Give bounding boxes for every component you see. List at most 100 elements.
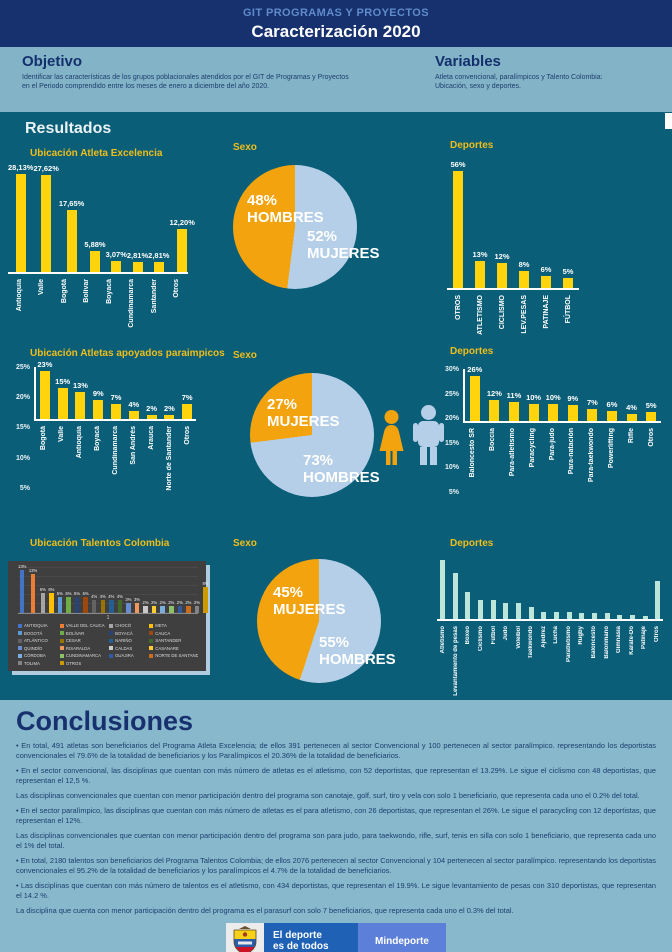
bar <box>626 414 637 421</box>
bar-column-2: 11% <box>504 369 524 421</box>
category-label: Boyacá <box>93 426 101 451</box>
legend-label: SANTANDER <box>155 638 182 643</box>
bar <box>30 573 36 613</box>
conclusion-paragraph-8: La disciplina que cuenta con menor parti… <box>16 905 514 915</box>
bar-value-label: 6% <box>39 587 46 593</box>
bar-value-label: 7% <box>110 393 122 403</box>
bar-column-1: 13% <box>469 163 491 288</box>
legend-swatch <box>59 631 64 635</box>
legend-label: CÓRDOBA <box>24 653 46 658</box>
category-cell: Karate-Do <box>625 626 638 706</box>
bar-value-label: 2% <box>159 600 166 606</box>
bar-column-18: 2% <box>177 567 183 613</box>
category-cell: Boyacá <box>98 279 121 351</box>
category-cell: Powerlifting <box>602 428 622 516</box>
bar <box>109 599 114 613</box>
category-label: Judo <box>503 626 510 641</box>
objetivo-block: Objetivo Identificar las características… <box>22 53 435 112</box>
bar-column-3: 8% <box>513 163 535 288</box>
legend-item: VALLE DEL CAUCA <box>59 623 105 628</box>
legend-swatch <box>59 646 64 650</box>
bar-column-11: 4% <box>117 567 123 613</box>
chart-body: 30% 25% 20% 15% 10% 5% 26% 12% 11% 10% 10% 9% 7% 6% 4… <box>437 365 669 516</box>
bar-column-20: 2% <box>194 567 200 613</box>
chart-sexo-excelencia: Sexo 52% MUJERES 48% HOMBRES <box>233 142 443 289</box>
slice-pct: 27% <box>267 396 298 413</box>
bar-column-6: 2,81% <box>148 167 169 272</box>
chart-sexo-paralimpicos: Sexo 73% HOMBRES 27% MUJERES <box>233 350 443 497</box>
chart-title: Ubicación Talentos Colombia <box>30 538 170 549</box>
category-cell: Bogotá <box>53 279 76 351</box>
category-cell: Atletismo <box>437 626 450 706</box>
category-label: Otros <box>647 428 655 447</box>
category-label: Balonmano <box>603 626 610 659</box>
bar-column-5: 5% <box>65 567 72 613</box>
bar-column-8: 7% <box>178 367 196 419</box>
bar-column-8: 4% <box>622 369 642 421</box>
category-label: Boyacá <box>105 279 113 304</box>
bar <box>591 613 597 619</box>
legend-label: VALLE DEL CAUCA <box>65 623 105 628</box>
category-label: Patinaje <box>641 626 648 650</box>
bar-value-label: 5% <box>74 590 81 596</box>
bar-column-6: 2% <box>143 367 161 419</box>
chart-title: Sexo <box>233 142 257 153</box>
bar <box>617 614 623 619</box>
y-tick-label: 10% <box>444 464 459 472</box>
ministry-name: Mindeporte <box>358 922 446 952</box>
chart-title: Deportes <box>450 346 494 357</box>
bar <box>439 559 445 619</box>
bar <box>566 611 572 619</box>
bar <box>475 260 485 288</box>
category-label: San Andrés <box>129 426 137 465</box>
bar-column-2 <box>462 557 473 619</box>
category-cell: Ajedrez <box>538 626 551 706</box>
legend-swatch <box>149 646 154 650</box>
category-label: LEV.PESAS <box>520 295 528 334</box>
plot-area: 56% 13% 12% 8% 6% 5% <box>447 160 579 290</box>
bar-value-label: 17,65% <box>58 199 85 209</box>
legend-swatch <box>149 623 154 628</box>
category-label: CICLISMO <box>498 295 506 330</box>
y-tick-label: 15% <box>444 439 459 447</box>
bar <box>66 210 77 272</box>
bar <box>489 400 500 421</box>
legend-swatch <box>109 638 114 643</box>
bar <box>503 602 509 619</box>
y-tick-label: 25% <box>444 390 459 398</box>
bar-column-7: 2% <box>160 367 178 419</box>
bar-column-4: 10% <box>543 369 563 421</box>
pie-wrap: 73% HOMBRES 27% MUJERES <box>233 373 433 497</box>
bar <box>469 375 480 421</box>
bar-column-15: 2% <box>151 567 157 613</box>
bar <box>655 580 661 619</box>
chart-body: 28,13% 27,62% 17,65% 5,88% 3,07% 2,81% 2,81% 12… <box>8 163 220 351</box>
bar-column-12 <box>589 557 600 619</box>
category-cell: Otros <box>651 626 664 706</box>
chart-deportes-talentos: Deportes Atletismo Levantamiento de pesas… <box>437 538 669 706</box>
bar-column-17: 2% <box>168 567 174 613</box>
legend-label: NORTE DE SANTANDER <box>155 653 198 658</box>
bar <box>57 596 63 613</box>
chart-sexo-talentos: Sexo 55% HOMBRES 45% MUJERES <box>233 538 443 683</box>
bar-column-0: 56% <box>447 160 469 288</box>
legend-label: BOLÍVAR <box>65 630 85 636</box>
category-cell: Balonmano <box>600 626 613 706</box>
bar <box>151 606 157 613</box>
bar <box>203 586 208 613</box>
legend-item: CAUCA <box>149 631 198 636</box>
category-label: ATLETISMO <box>476 295 484 335</box>
legend-item: CHOCÓ <box>109 623 145 628</box>
bar-column-13 <box>602 557 613 619</box>
y-tick-label: 10% <box>15 454 30 462</box>
legend-label: GUAJIRA <box>115 653 134 658</box>
bar-column-3: 6% <box>48 567 54 613</box>
chart-deportes-excelencia: Deportes 56% 13% 12% 8% 6% 5% OTROS ATLETISMO C… <box>437 140 637 367</box>
conclusion-paragraph-5: Las disciplinas convencionales que cuent… <box>16 830 656 850</box>
bar <box>553 611 559 619</box>
variables-block: Variables Atleta convencional, paralímpi… <box>435 53 650 112</box>
bar <box>89 251 100 272</box>
page-title: Caracterización 2020 <box>251 22 421 41</box>
slice-word: MUJERES <box>273 600 346 618</box>
bar-column-3: 9% <box>89 367 107 419</box>
